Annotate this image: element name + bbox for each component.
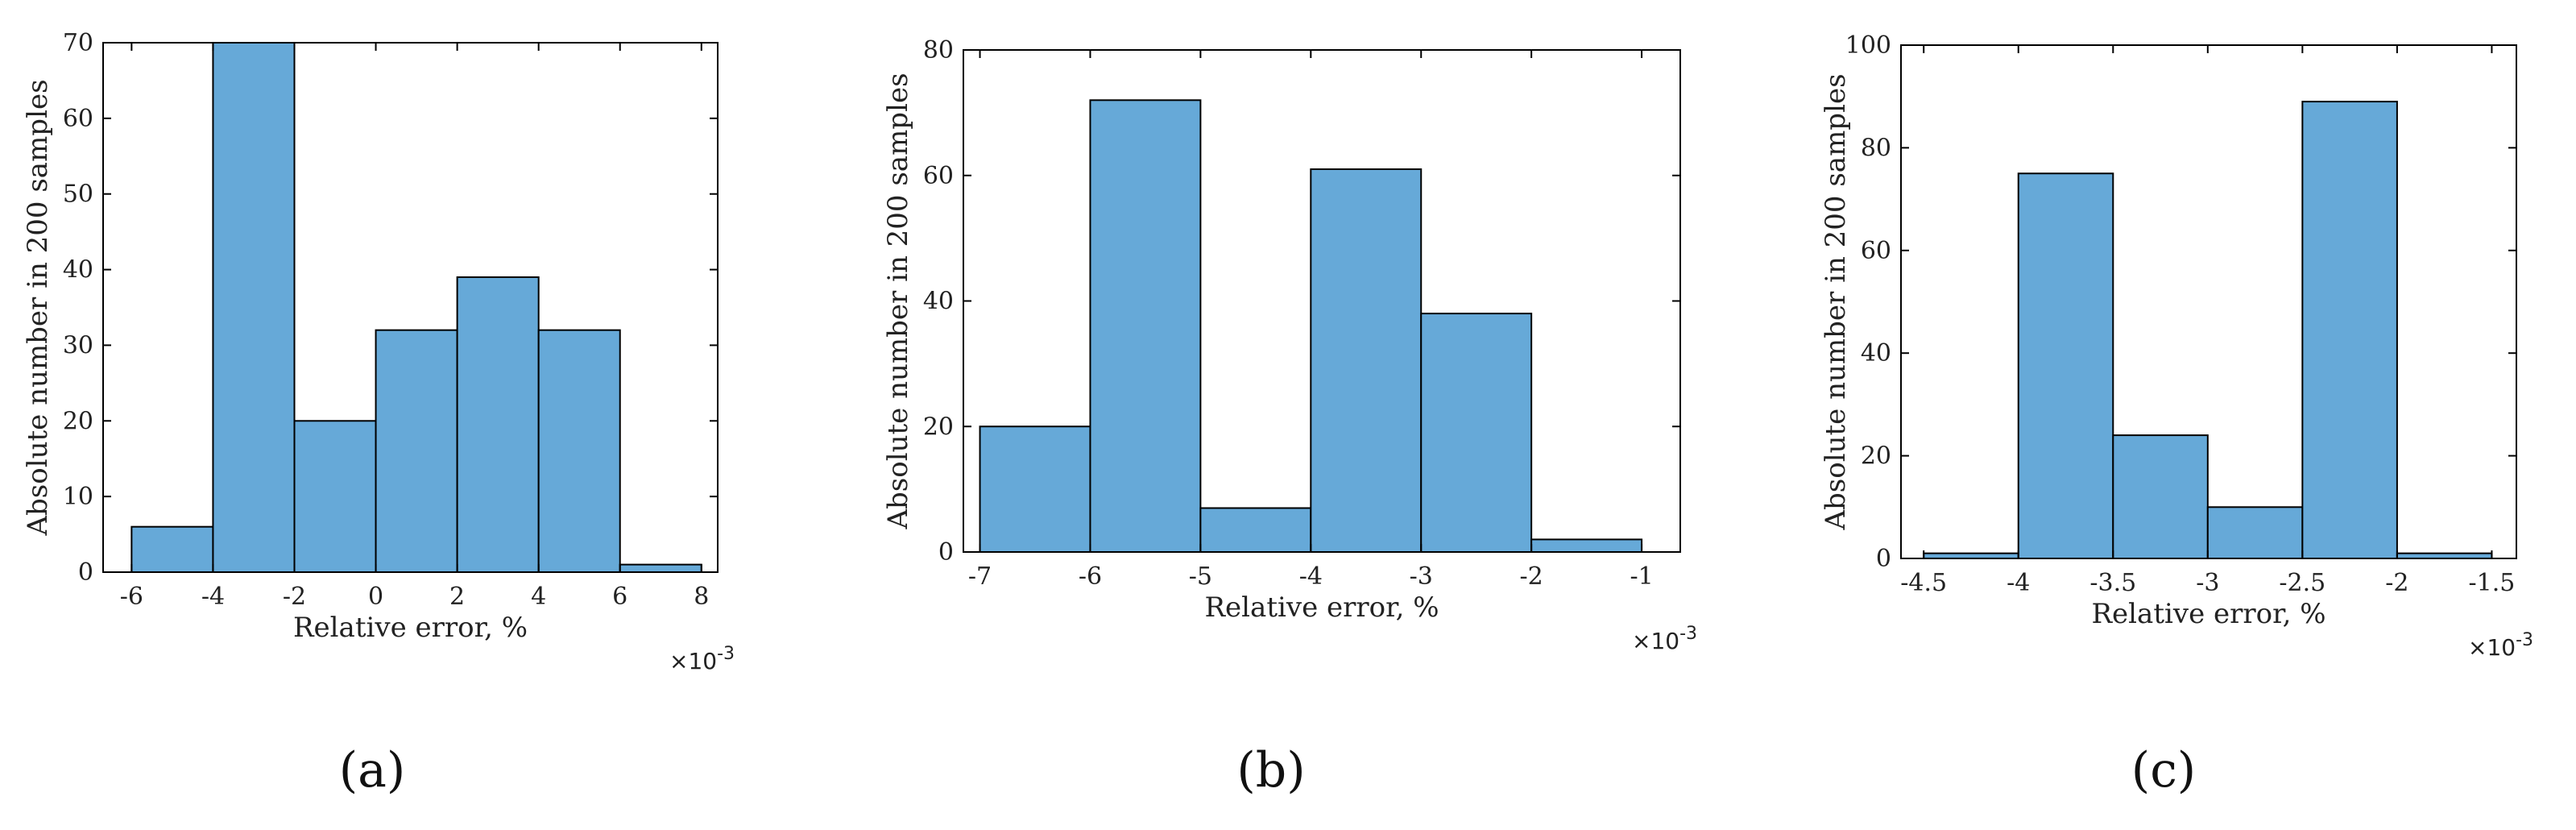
y-axis-label: Absolute number in 200 samples [882,73,914,529]
y-tick-label: 10 [63,483,93,511]
histogram-bar [979,425,1091,553]
x-tick-label: -4 [201,583,225,611]
y-tick-label: 70 [63,29,93,57]
histogram-bar [1420,313,1533,553]
axes-box [102,42,719,573]
y-tick-label: 40 [63,256,93,284]
histogram-bar [2206,506,2304,559]
y-tick-label: 40 [1861,339,1891,367]
panel-label: (b) [1236,742,1305,799]
x-tick-label: -4 [1299,562,1323,591]
x-exponent-label: ×10-3 [2468,630,2533,661]
histogram-bar [619,563,702,573]
x-tick-label: 4 [531,583,546,611]
y-tick-label: 60 [1861,237,1891,265]
x-tick-label: 6 [612,583,627,611]
histogram-bar [130,525,214,574]
x-tick-label: -1 [1630,562,1653,591]
x-tick-label: -2 [1520,562,1543,591]
histogram-bar [2301,101,2398,559]
y-tick-label: 80 [1861,134,1891,162]
y-tick-label: 0 [78,558,93,587]
y-tick-label: 20 [1861,442,1891,471]
x-tick-label: -3.5 [2089,569,2136,597]
y-tick-label: 60 [923,162,954,190]
histogram-bar [212,42,296,573]
panel-label: (a) [339,742,406,799]
chart-panel-b: -7 -6 -5 -4 -3 -2 -1 0 20 40 60 80 Relative error, %… [882,36,1697,654]
x-tick-label: 0 [368,583,383,611]
y-tick-label: 80 [923,36,954,64]
histogram-bar [537,329,621,573]
histogram-bar [1089,99,1202,554]
x-tick-label: -6 [1079,562,1102,591]
x-tick-label: -1.5 [2469,569,2516,597]
y-tick-label: 20 [923,413,954,441]
x-tick-label: -3 [2196,569,2219,597]
y-tick-label: 60 [63,105,93,133]
y-axis-label: Absolute number in 200 samples [1820,73,1852,530]
x-exponent-label: ×10-3 [669,644,735,674]
histogram-bar [2112,434,2209,559]
x-tick-label: -6 [120,583,143,611]
x-tick-label: 8 [694,583,709,611]
y-tick-label: 0 [1876,545,1891,573]
histogram-bar [1530,538,1643,553]
y-tick-label: 40 [923,288,954,316]
histogram-bar [375,329,458,573]
histogram-bar [293,420,377,573]
histogram-bar [2017,172,2114,559]
x-tick-label: -2.5 [2279,569,2325,597]
x-tick-label: -5 [1189,562,1212,591]
x-tick-label: -4.5 [1900,569,1947,597]
x-axis-label: Relative error, % [2091,598,2325,630]
x-tick-label: -7 [968,562,992,591]
histogram-bar [456,276,540,573]
histogram-bar [1310,168,1423,553]
x-axis-label: Relative error, % [293,612,528,644]
x-tick-label: -2 [2385,569,2408,597]
x-tick-label: -4 [2007,569,2030,597]
y-axis-label: Absolute number in 200 samples [22,79,54,536]
panel-label: (c) [2131,742,2196,799]
histogram-bar [1199,507,1312,553]
x-exponent-label: ×10-3 [1632,624,1697,654]
x-axis-label: Relative error, % [1204,591,1439,624]
y-tick-label: 20 [63,407,93,435]
axes-box [1900,44,2517,559]
x-tick-label: -2 [283,583,306,611]
y-tick-label: 30 [63,331,93,359]
x-tick-label: 2 [449,583,465,611]
chart-panel-a: -6 -4 -2 0 2 4 6 8 0 10 20 30 40 50 60 70 Relative error… [22,29,735,674]
y-tick-label: 100 [1845,31,1891,60]
chart-panel-c: -4.5 -4 -3.5 -3 -2.5 -2 -1.5 0 20 40 60 80 100 Relati… [1820,31,2533,661]
x-tick-label: -3 [1410,562,1433,591]
y-tick-label: 50 [63,181,93,209]
y-tick-label: 0 [938,538,954,566]
